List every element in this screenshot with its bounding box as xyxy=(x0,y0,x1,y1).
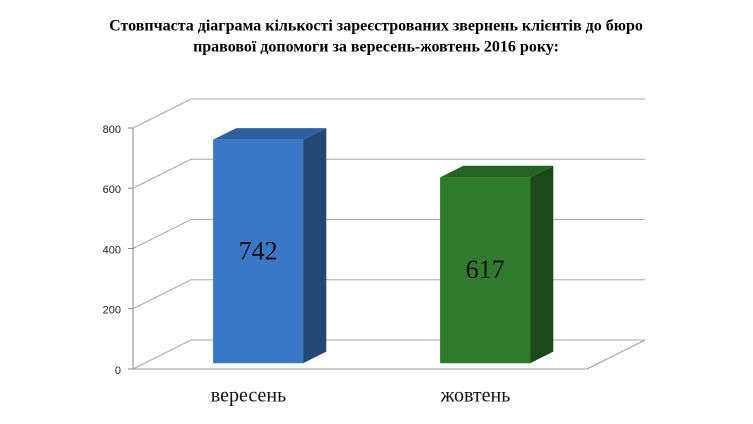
grid-line xyxy=(132,339,645,370)
grid-line xyxy=(132,98,645,129)
y-tick-label: 400 xyxy=(103,244,121,256)
bar-top xyxy=(440,165,554,178)
bar-side xyxy=(530,165,554,364)
bar-side xyxy=(303,128,327,364)
floor xyxy=(133,339,646,370)
grid-line xyxy=(132,219,645,249)
y-tick-label: 600 xyxy=(103,184,121,196)
data-label: 617 xyxy=(466,255,505,284)
grid-line xyxy=(132,279,645,310)
bar xyxy=(213,139,304,364)
chart-title: правової допомоги за вересень-жовтень 20… xyxy=(193,39,559,56)
y-tick-label: 800 xyxy=(103,124,121,136)
bar-top xyxy=(213,128,327,140)
chart-title: Стовпчаста діаграма кількості зареєстров… xyxy=(109,18,643,35)
y-tick-label: 0 xyxy=(115,365,121,377)
x-tick-label: жовтень xyxy=(440,385,511,407)
grid-line xyxy=(132,158,645,189)
bar xyxy=(440,177,531,364)
data-label: 742 xyxy=(239,236,278,265)
x-tick-label: вересень xyxy=(211,385,286,407)
y-tick-label: 200 xyxy=(103,305,121,317)
